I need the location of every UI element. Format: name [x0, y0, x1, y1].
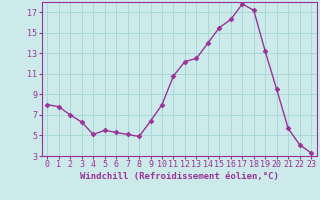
X-axis label: Windchill (Refroidissement éolien,°C): Windchill (Refroidissement éolien,°C) [80, 172, 279, 181]
